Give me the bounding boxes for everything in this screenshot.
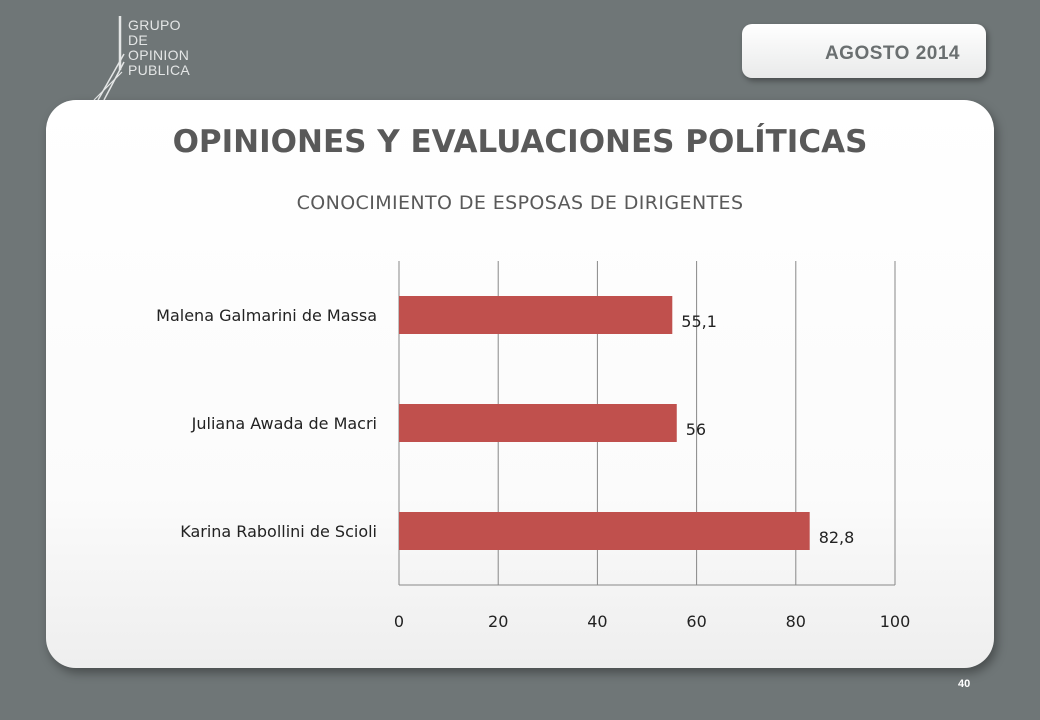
bar <box>399 296 673 334</box>
data-label: 55,1 <box>681 312 717 331</box>
chart-subtitle: CONOCIMIENTO DE ESPOSAS DE DIRIGENTES <box>296 192 744 214</box>
logo-line: OPINION <box>128 47 190 63</box>
x-tick-label: 100 <box>880 612 911 631</box>
data-label: 56 <box>686 420 706 439</box>
x-tick-label: 40 <box>587 612 607 631</box>
date-badge: AGOSTO 2014 <box>742 24 986 78</box>
x-tick-label: 20 <box>488 612 508 631</box>
x-tick-label: 80 <box>786 612 806 631</box>
grupo-opinion-publica-logo: GRUPO DE OPINION PUBLICA <box>92 14 212 100</box>
logo-line: PUBLICA <box>128 62 191 78</box>
x-tick-label: 0 <box>394 612 404 631</box>
slide-card <box>46 100 994 668</box>
page-number: 40 <box>958 678 971 690</box>
category-label: Juliana Awada de Macri <box>191 414 377 433</box>
data-label: 82,8 <box>819 528 855 547</box>
bar <box>399 404 677 442</box>
bar <box>399 512 810 550</box>
logo-mark-icon <box>93 16 125 100</box>
logo-line: DE <box>128 32 149 48</box>
category-label: Karina Rabollini de Scioli <box>180 522 377 541</box>
logo-text: GRUPO DE OPINION PUBLICA <box>128 18 190 78</box>
x-tick-label: 60 <box>686 612 706 631</box>
page-title: OPINIONES Y EVALUACIONES POLÍTICAS <box>172 124 868 160</box>
date-label: AGOSTO 2014 <box>824 43 960 64</box>
logo-line: GRUPO <box>128 17 181 33</box>
category-label: Malena Galmarini de Massa <box>156 306 377 325</box>
